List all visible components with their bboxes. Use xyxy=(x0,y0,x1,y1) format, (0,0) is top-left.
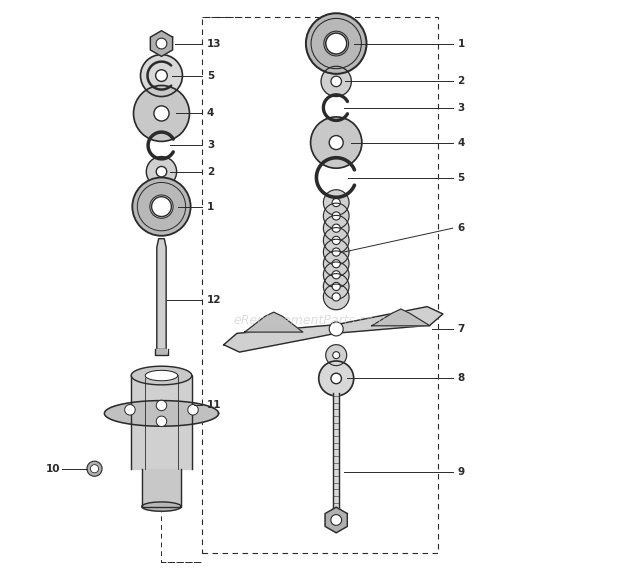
Polygon shape xyxy=(141,55,182,96)
Polygon shape xyxy=(104,400,219,426)
Text: 5: 5 xyxy=(207,71,214,81)
Text: 4: 4 xyxy=(207,108,215,118)
Circle shape xyxy=(125,405,135,415)
Circle shape xyxy=(329,322,343,336)
Polygon shape xyxy=(372,309,430,326)
Text: 7: 7 xyxy=(458,324,465,334)
Polygon shape xyxy=(325,507,347,533)
Text: 1: 1 xyxy=(207,202,214,212)
Text: 4: 4 xyxy=(458,138,465,148)
Text: 11: 11 xyxy=(207,400,221,410)
Text: 10: 10 xyxy=(46,464,61,474)
Circle shape xyxy=(332,224,340,232)
Circle shape xyxy=(332,282,340,290)
Circle shape xyxy=(87,461,102,476)
Circle shape xyxy=(156,70,167,81)
Polygon shape xyxy=(324,273,349,299)
Polygon shape xyxy=(151,31,172,56)
Polygon shape xyxy=(324,262,349,288)
Circle shape xyxy=(331,373,342,384)
Polygon shape xyxy=(145,370,178,381)
Polygon shape xyxy=(133,85,190,141)
Circle shape xyxy=(331,76,342,86)
Polygon shape xyxy=(142,502,181,511)
Text: 6: 6 xyxy=(458,223,464,233)
Polygon shape xyxy=(146,156,177,187)
Polygon shape xyxy=(131,376,192,469)
Bar xyxy=(202,17,438,553)
Text: 13: 13 xyxy=(207,39,221,49)
Circle shape xyxy=(332,293,340,301)
Circle shape xyxy=(151,197,171,216)
Circle shape xyxy=(326,33,347,54)
Circle shape xyxy=(156,166,167,177)
Circle shape xyxy=(332,236,340,245)
Polygon shape xyxy=(324,190,349,215)
Text: 12: 12 xyxy=(207,295,221,305)
Circle shape xyxy=(333,352,340,359)
Polygon shape xyxy=(324,228,349,253)
Polygon shape xyxy=(326,33,347,54)
Polygon shape xyxy=(324,215,349,241)
Polygon shape xyxy=(324,203,349,229)
Circle shape xyxy=(332,248,340,256)
Polygon shape xyxy=(245,312,303,332)
Text: 8: 8 xyxy=(458,373,464,383)
Circle shape xyxy=(332,260,340,268)
Circle shape xyxy=(331,514,342,525)
Circle shape xyxy=(156,416,167,426)
Polygon shape xyxy=(142,469,181,507)
Polygon shape xyxy=(132,178,190,236)
Polygon shape xyxy=(157,239,166,349)
Text: 2: 2 xyxy=(458,76,464,86)
Circle shape xyxy=(332,270,340,279)
Polygon shape xyxy=(326,345,347,366)
Circle shape xyxy=(156,38,167,49)
Polygon shape xyxy=(319,361,353,396)
Circle shape xyxy=(188,405,198,415)
Text: 5: 5 xyxy=(458,172,464,182)
Polygon shape xyxy=(224,306,443,352)
Polygon shape xyxy=(324,251,349,276)
Polygon shape xyxy=(333,512,340,513)
Polygon shape xyxy=(324,239,349,265)
Polygon shape xyxy=(306,14,366,74)
Polygon shape xyxy=(321,66,352,96)
Circle shape xyxy=(154,106,169,121)
Text: 2: 2 xyxy=(207,166,214,176)
Polygon shape xyxy=(324,284,349,310)
Polygon shape xyxy=(311,117,362,168)
Text: eReplacementParts.com: eReplacementParts.com xyxy=(234,314,386,327)
Text: 3: 3 xyxy=(458,103,464,113)
Circle shape xyxy=(332,199,340,206)
Text: 1: 1 xyxy=(458,39,464,49)
Circle shape xyxy=(91,465,99,473)
Polygon shape xyxy=(333,393,339,512)
Polygon shape xyxy=(131,366,192,385)
Polygon shape xyxy=(156,349,167,355)
Circle shape xyxy=(329,136,343,149)
Polygon shape xyxy=(151,197,171,216)
Circle shape xyxy=(156,400,167,410)
Text: 3: 3 xyxy=(207,141,214,151)
Text: 9: 9 xyxy=(458,467,464,477)
Circle shape xyxy=(332,212,340,220)
